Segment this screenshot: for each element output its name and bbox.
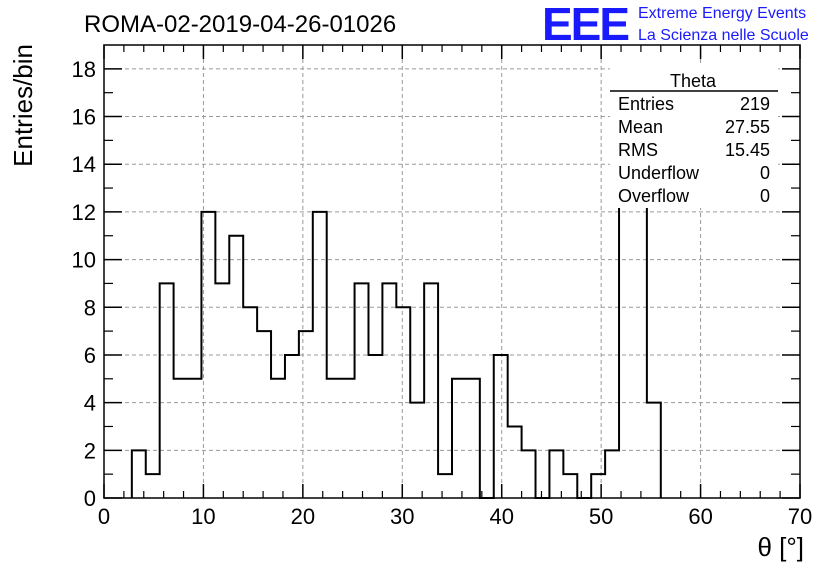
stats-label: RMS (618, 140, 658, 160)
stats-value: 27.55 (725, 117, 770, 137)
stats-box: Theta Entries 219 Mean 27.55 RMS 15.45 Underfl… (610, 66, 778, 208)
x-tick-label: 0 (98, 504, 110, 529)
stats-value: 0 (760, 163, 770, 183)
stats-label: Underflow (618, 163, 700, 183)
x-tick-label: 30 (390, 504, 414, 529)
axis-ticks (103, 45, 801, 499)
x-tick-label: 70 (788, 504, 812, 529)
x-tick-labels: 0 10 20 30 40 50 60 70 (98, 504, 812, 529)
y-tick-label: 8 (84, 295, 96, 320)
y-tick-label: 16 (72, 105, 96, 130)
stats-value: 15.45 (725, 140, 770, 160)
histogram-outline (130, 67, 662, 499)
x-tick-label: 10 (191, 504, 215, 529)
y-tick-label: 12 (72, 200, 96, 225)
stats-label: Overflow (618, 186, 690, 206)
logo-line-2: La Scienza nelle Scuole (638, 27, 809, 44)
x-axis-title: θ [°] (757, 532, 804, 562)
y-tick-label: 10 (72, 248, 96, 273)
stats-value: 219 (740, 94, 770, 114)
stats-box-bg (610, 66, 778, 208)
x-tick-label: 50 (589, 504, 613, 529)
y-tick-labels: 0 2 4 6 8 10 12 14 16 18 (72, 57, 96, 511)
y-tick-label: 0 (84, 486, 96, 511)
logo-mark: EEE (542, 0, 628, 50)
x-tick-label: 60 (688, 504, 712, 529)
y-tick-label: 2 (84, 438, 96, 463)
stats-label: Mean (618, 117, 663, 137)
chart-title: ROMA-02-2019-04-26-01026 (84, 11, 396, 38)
stats-box-title: Theta (670, 71, 717, 91)
y-tick-label: 18 (72, 57, 96, 82)
y-axis-title: Entries/bin (8, 44, 38, 167)
y-tick-label: 14 (72, 152, 96, 177)
stats-label: Entries (618, 94, 674, 114)
stats-value: 0 (760, 186, 770, 206)
eee-logo: EEE Extreme Energy Events La Scienza nel… (542, 0, 809, 50)
x-tick-label: 40 (489, 504, 513, 529)
y-tick-label: 6 (84, 343, 96, 368)
x-tick-label: 20 (291, 504, 315, 529)
grid-lines (104, 45, 800, 498)
y-tick-label: 4 (84, 391, 96, 416)
plot-frame (103, 44, 801, 499)
logo-line-1: Extreme Energy Events (638, 5, 806, 22)
